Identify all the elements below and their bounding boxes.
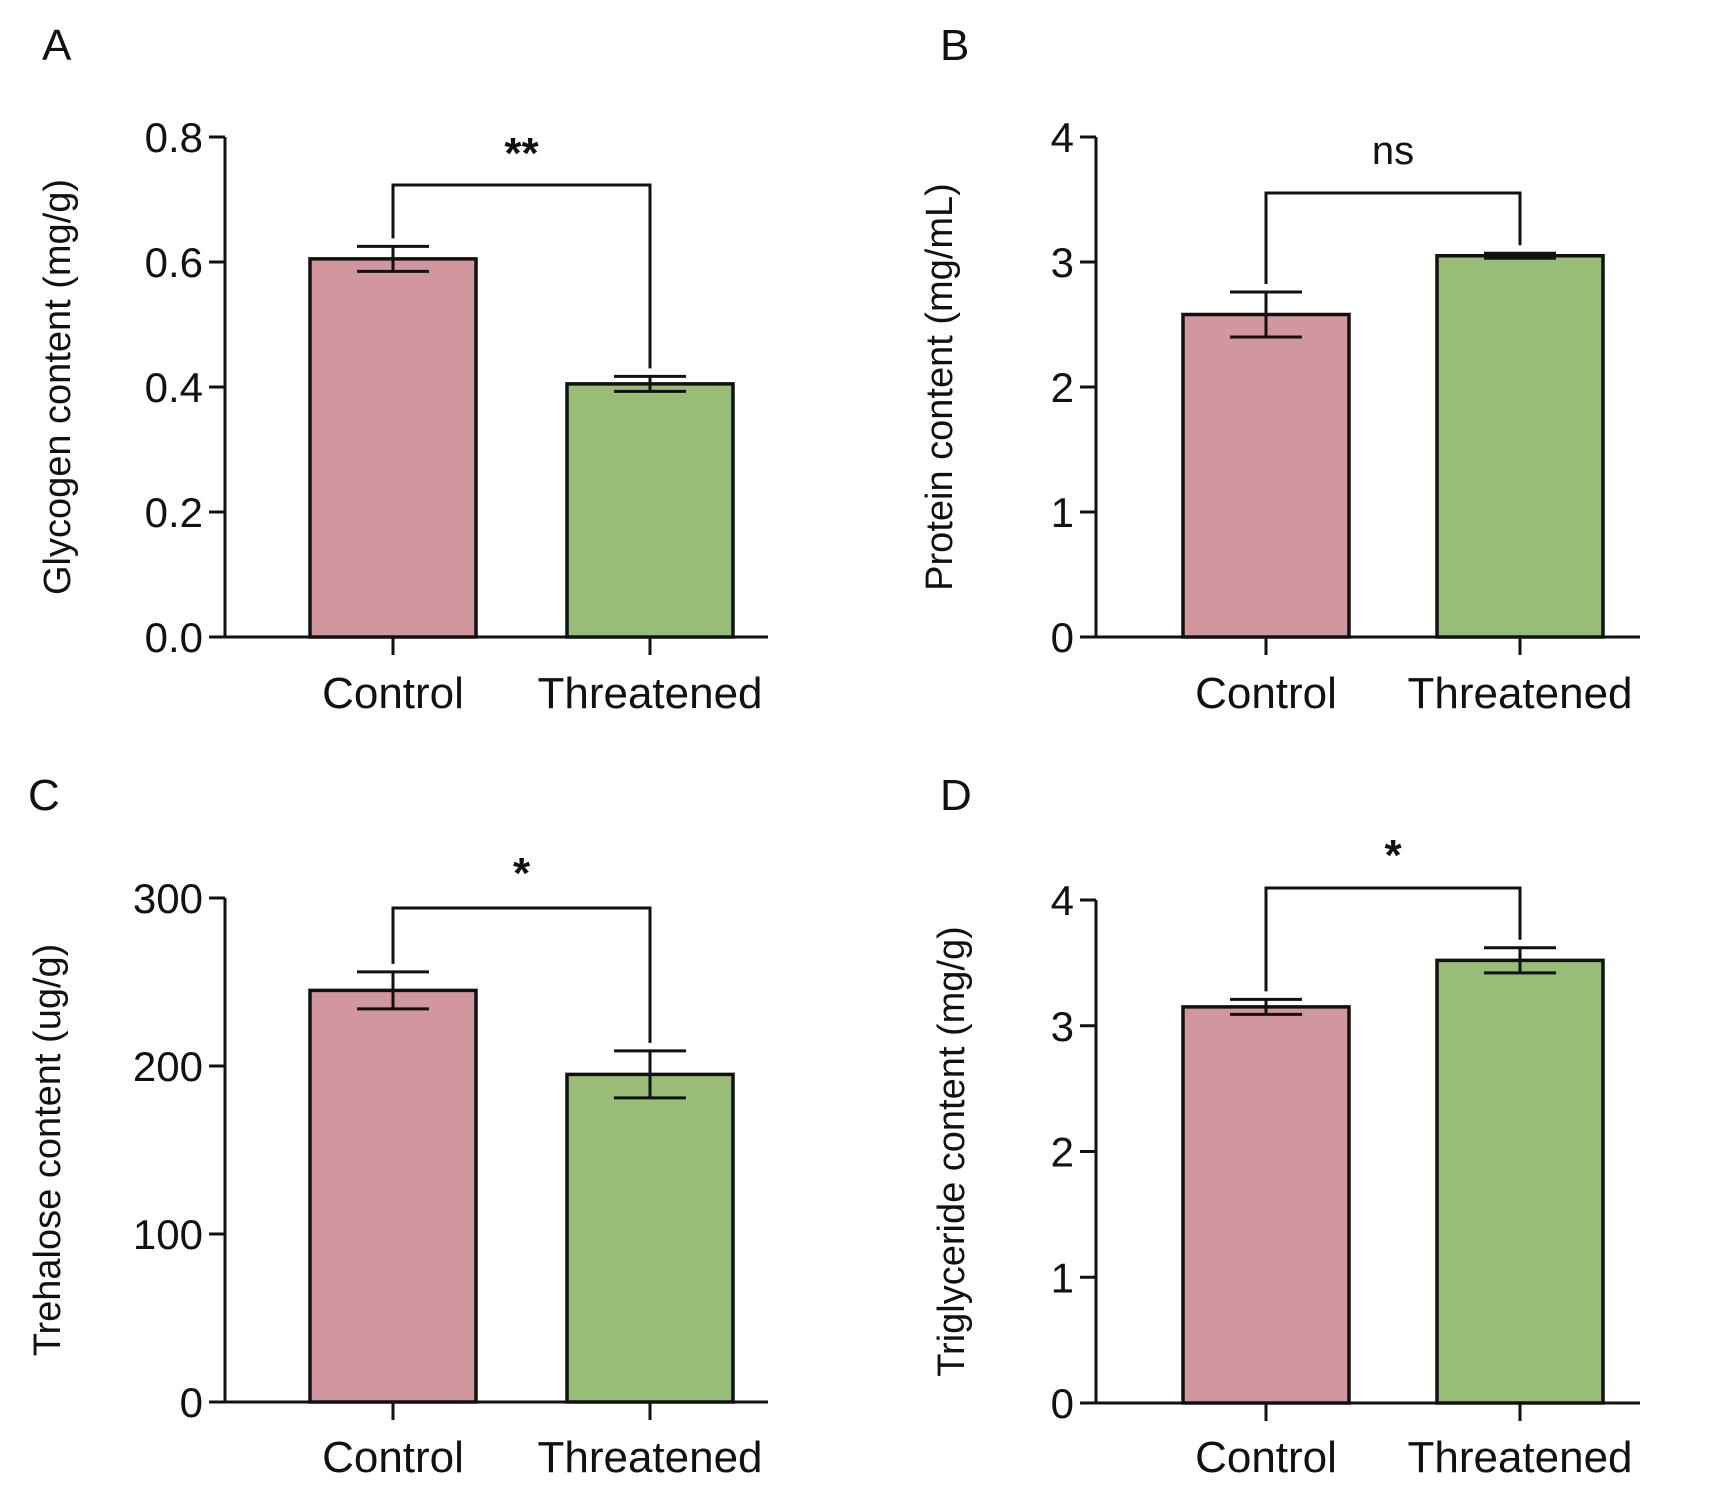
y-tick-label: 0.4	[145, 364, 203, 411]
panel-d: D 0 1 2 3 4 Triglyceride content (mg/g) Control…	[931, 771, 1640, 1482]
significance-bracket	[1264, 191, 1522, 284]
y-tick-label: 4	[1051, 114, 1074, 161]
x-tick-label: Control	[1195, 669, 1337, 718]
y-axis-title: Protein content (mg/mL)	[919, 183, 961, 591]
x-tick-label: Threatened	[537, 669, 762, 718]
bar-threatened	[565, 382, 735, 639]
panel-label: B	[940, 21, 969, 70]
y-tick-label: 0.0	[145, 614, 203, 661]
panel-label: A	[42, 21, 72, 70]
y-tick-label: 200	[133, 1043, 203, 1090]
bar-threatened	[1435, 254, 1605, 639]
y-axis-title: Triglyceride content (mg/g)	[931, 926, 973, 1377]
bar-control	[1181, 1005, 1351, 1405]
bar-control	[308, 988, 478, 1404]
x-tick-label: Threatened	[1407, 1433, 1632, 1482]
y-tick-label: 0.8	[145, 114, 203, 161]
y-tick-label: 2	[1051, 1129, 1074, 1176]
x-tick-label: Threatened	[537, 1433, 762, 1482]
panel-c: C 0 100 200 300 Trehalose content (ug/g) Contr…	[27, 771, 768, 1482]
bar-threatened	[565, 1072, 735, 1404]
y-tick-label: 1	[1051, 1254, 1074, 1301]
significance-label: **	[504, 129, 539, 178]
panel-label: D	[940, 771, 972, 820]
bar-control	[308, 257, 478, 639]
y-tick-label: 1	[1051, 489, 1074, 536]
y-tick-label: 4	[1051, 877, 1074, 924]
x-tick-label: Control	[1195, 1433, 1337, 1482]
x-tick-label: Threatened	[1407, 669, 1632, 718]
y-tick-label: 0	[1051, 1380, 1074, 1427]
y-tick-label: 0	[1051, 614, 1074, 661]
bar-control	[1181, 312, 1351, 639]
y-axis-title: Trehalose content (ug/g)	[27, 944, 69, 1357]
panel-b: B 0 1 2 3 4 Protein content (mg/mL) Control Thre…	[919, 21, 1640, 718]
y-tick-label: 3	[1051, 239, 1074, 286]
y-tick-label: 3	[1051, 1003, 1074, 1050]
y-tick-label: 300	[133, 875, 203, 922]
panel-a: A 0.0 0.2 0.4 0.6 0.8 Glycogen content (mg/g) C…	[37, 21, 768, 718]
significance-bracket	[391, 183, 652, 369]
significance-label: *	[1384, 831, 1402, 880]
panel-label: C	[28, 771, 60, 820]
bar-threatened	[1435, 958, 1605, 1405]
significance-bracket	[391, 906, 652, 1043]
y-tick-label: 0.2	[145, 489, 203, 536]
significance-label: ns	[1372, 129, 1414, 173]
significance-bracket	[1264, 886, 1522, 992]
y-tick-label: 0	[180, 1379, 203, 1426]
y-axis-title: Glycogen content (mg/g)	[37, 179, 79, 595]
significance-label: *	[513, 849, 531, 898]
y-tick-label: 100	[133, 1211, 203, 1258]
x-tick-label: Control	[322, 1433, 464, 1482]
x-tick-label: Control	[322, 669, 464, 718]
y-tick-label: 2	[1051, 364, 1074, 411]
y-tick-label: 0.6	[145, 239, 203, 286]
